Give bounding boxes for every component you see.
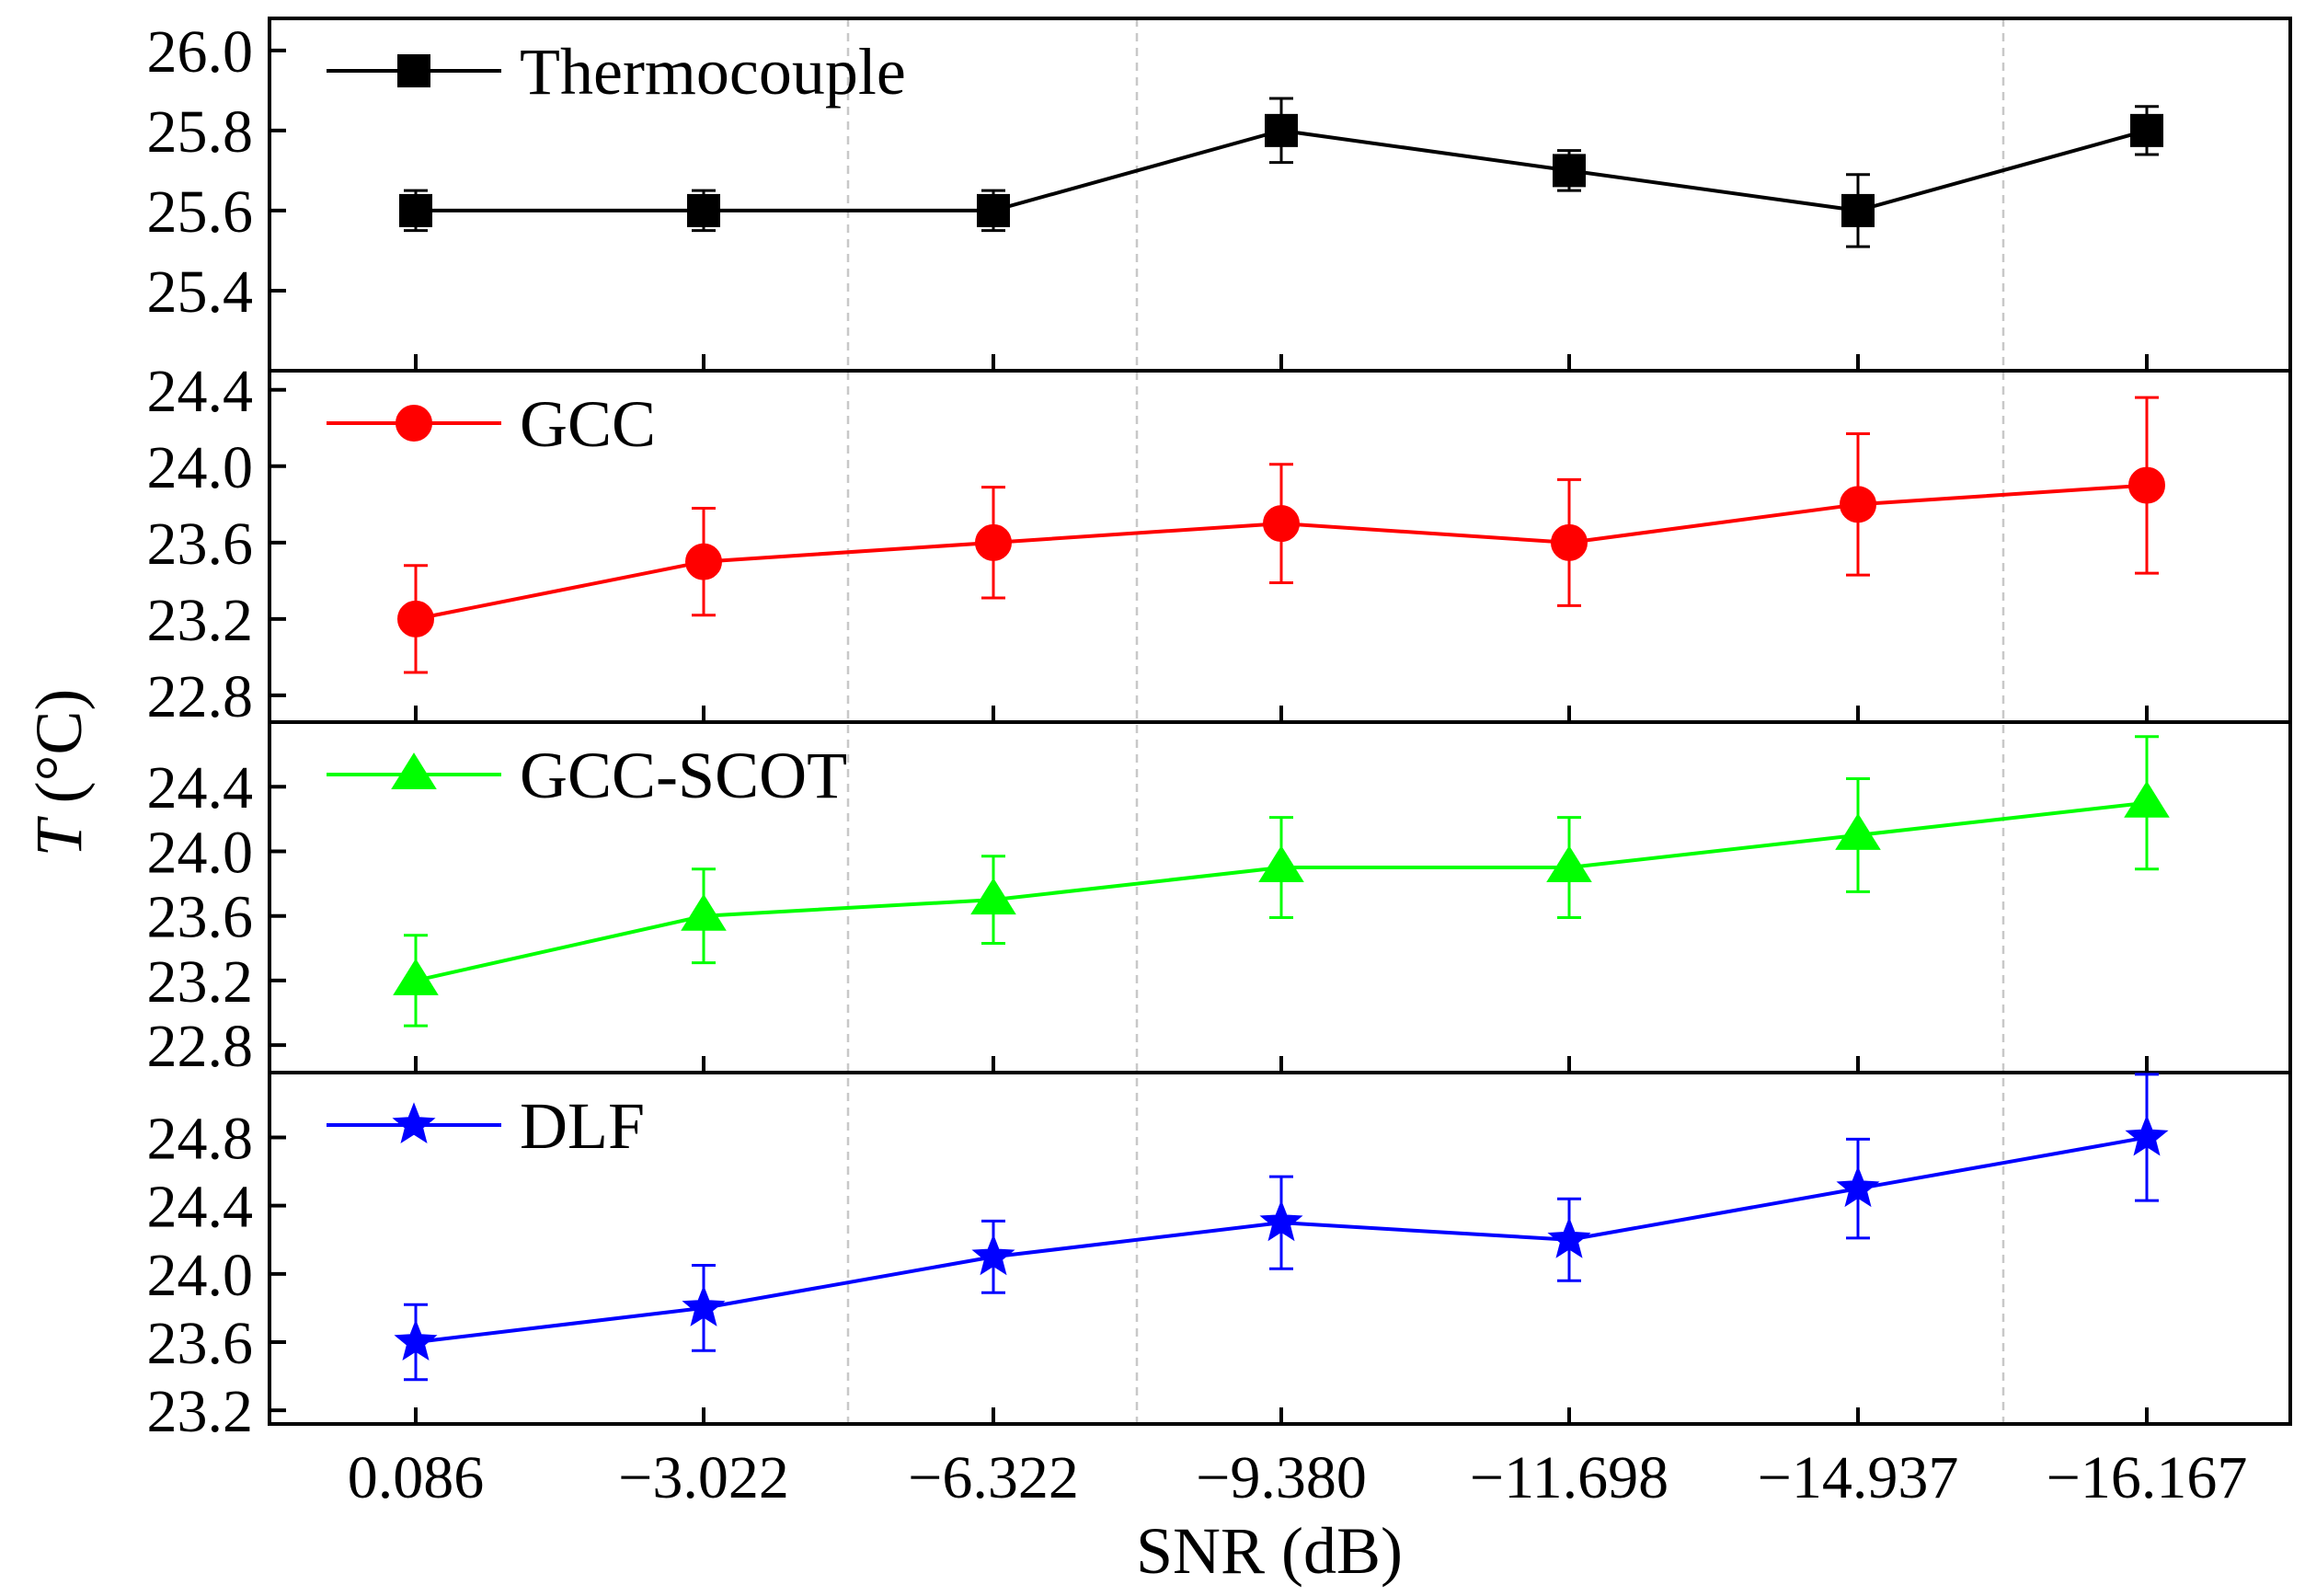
data-point-triangle (681, 893, 727, 931)
y-tick-label: 25.6 (147, 178, 254, 246)
y-tick-label: 23.2 (147, 1378, 254, 1445)
panel-gcc-scot: 22.823.223.624.024.4 GCC-SCOT (147, 720, 2292, 1080)
legend-label: DLF (520, 1089, 645, 1163)
panel-dlf: 23.223.624.024.424.8 DLF (147, 1071, 2292, 1445)
x-tick-label: −3.022 (618, 1444, 789, 1511)
data-point-square (977, 193, 1010, 227)
data-point-star (392, 1102, 436, 1144)
data-point-square (2130, 113, 2163, 147)
data-point-star (1259, 1200, 1303, 1242)
y-tick-label: 23.2 (147, 587, 254, 654)
legend-entry: GCC (327, 387, 656, 461)
data-point-star (1836, 1165, 1880, 1208)
x-tick-label: −14.937 (1758, 1444, 1959, 1511)
y-tick-label: 23.2 (147, 948, 254, 1016)
data-point-triangle (1835, 813, 1881, 850)
legend-entry: Thermocouple (327, 35, 906, 109)
x-tick-label: 0.086 (348, 1444, 485, 1511)
panel-thermocouple: 25.4 25.6 25.8 26.0 Thermocouple (147, 17, 2292, 373)
chart-panels: 25.425.625.826.0 Thermocouple22.823.223.6… (147, 17, 2292, 1445)
legend-entry: GCC-SCOT (327, 739, 847, 812)
data-point-circle (1263, 505, 1300, 543)
y-tick-label: 22.8 (147, 663, 254, 730)
x-tick-label: −16.167 (2047, 1444, 2248, 1511)
data-point-circle (1551, 523, 1588, 561)
data-point-triangle (1258, 845, 1304, 883)
data-point-square (1265, 113, 1298, 147)
data-point-star (682, 1285, 726, 1326)
y-axis-title-unit: (°C) (22, 689, 96, 821)
data-point-circle (396, 405, 432, 442)
data-point-circle (1840, 486, 1876, 523)
data-point-square (1553, 154, 1586, 188)
data-point-triangle (393, 959, 439, 995)
y-tick-label: 23.6 (147, 884, 254, 951)
y-tick-label: 24.0 (147, 434, 254, 501)
data-point-circle (397, 600, 434, 637)
data-point-square (399, 193, 432, 227)
y-tick-label: 24.4 (147, 754, 254, 821)
y-tick-label: 23.6 (147, 511, 254, 578)
x-tick-label: −11.698 (1470, 1444, 1669, 1511)
y-tick-label: 23.6 (147, 1310, 254, 1377)
panel-gcc: 22.8 23.2 23.6 24.0 24.4 GCC (147, 358, 2292, 730)
data-point-star (2125, 1114, 2169, 1156)
data-point-circle (975, 523, 1012, 561)
x-tick-label: −6.322 (908, 1444, 1079, 1511)
y-axis-title-symbol: T (22, 815, 96, 856)
data-point-triangle (2124, 780, 2170, 818)
y-tick-label: 24.8 (147, 1105, 254, 1172)
data-point-triangle (391, 752, 437, 789)
y-tick-label: 24.0 (147, 819, 254, 886)
y-tick-label: 25.8 (147, 98, 254, 166)
data-point-circle (2128, 466, 2165, 504)
data-point-circle (685, 543, 722, 580)
data-point-square (397, 54, 430, 87)
legend-label: Thermocouple (520, 35, 906, 109)
y-tick-label: 22.8 (147, 1013, 254, 1080)
data-point-square (1841, 193, 1875, 227)
data-point-star (394, 1319, 438, 1361)
y-tick-label: 26.0 (147, 18, 254, 86)
y-tick-label: 25.4 (147, 258, 254, 326)
y-axis-title: T (°C) (22, 689, 96, 857)
legend-entry: DLF (327, 1089, 645, 1163)
legend-label: GCC-SCOT (520, 739, 847, 812)
legend-label: GCC (520, 387, 656, 461)
y-tick-label: 24.0 (147, 1242, 254, 1309)
data-point-square (687, 193, 720, 227)
x-tick-label: −9.380 (1196, 1444, 1367, 1511)
y-tick-label: 24.4 (147, 358, 254, 425)
data-point-star (1547, 1216, 1591, 1258)
data-point-star (971, 1234, 1015, 1276)
x-axis-title: SNR (dB) (1136, 1514, 1403, 1588)
data-point-triangle (1546, 845, 1592, 883)
y-tick-label: 24.4 (147, 1174, 254, 1241)
x-axis: 0.086 −3.022 −6.322 −9.380 −11.698 −14.937 −16… (348, 354, 2248, 1511)
data-point-triangle (970, 878, 1016, 915)
